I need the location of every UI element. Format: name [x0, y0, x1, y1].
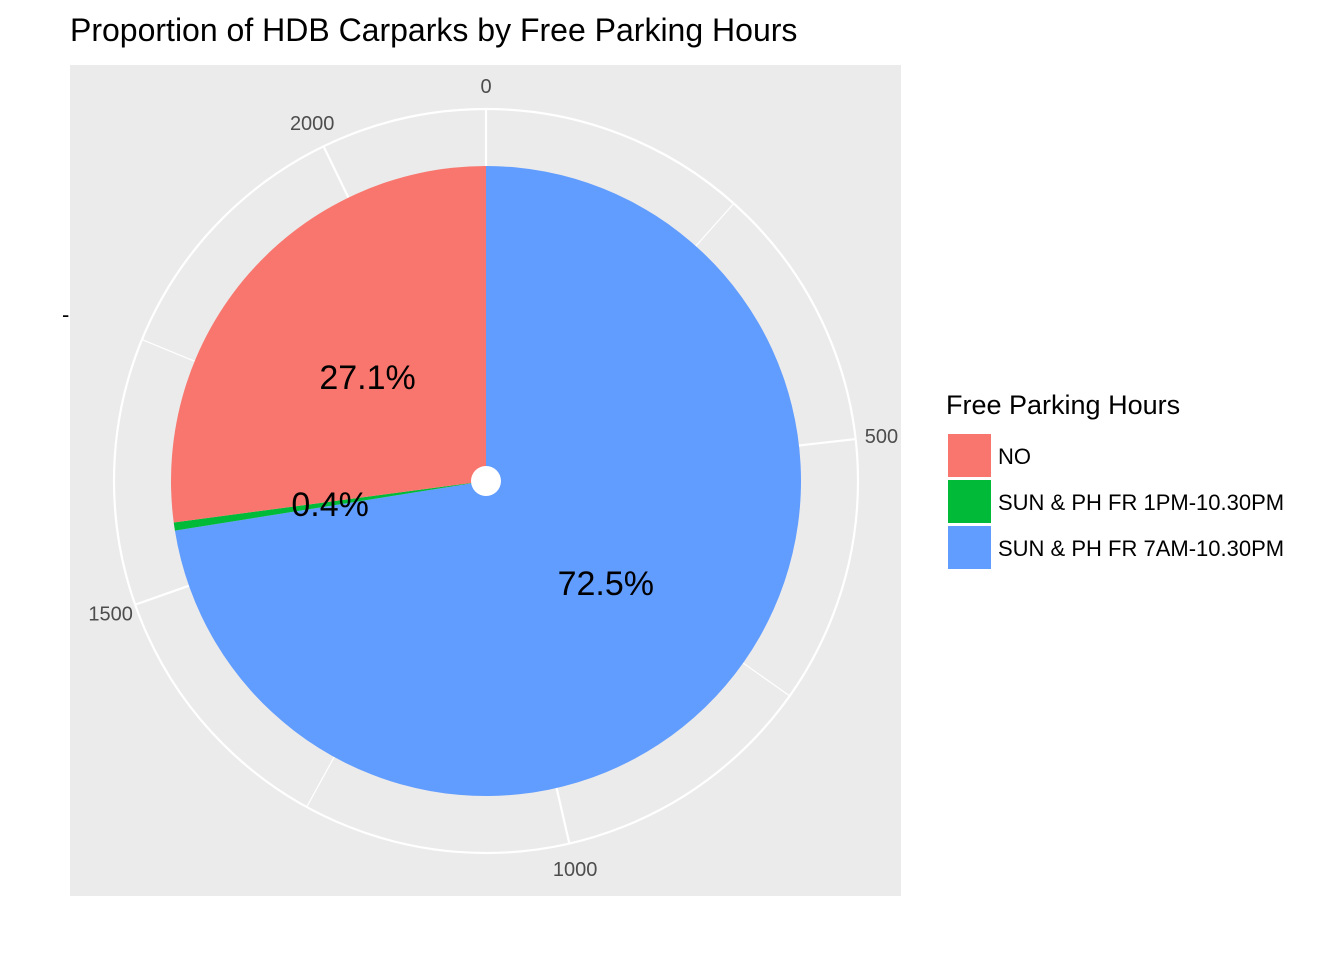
legend-key-0	[948, 434, 991, 477]
legend-label-2: SUN & PH FR 7AM-10.30PM	[998, 536, 1284, 561]
legend-title: Free Parking Hours	[946, 390, 1180, 420]
theta-tick-label-0: 0	[480, 76, 491, 98]
tick-layer: 0 500 1000 1500 2000	[88, 76, 898, 881]
theta-tick-label-3: 1500	[88, 603, 133, 625]
legend-key-2	[948, 526, 991, 569]
legend-key-1	[948, 480, 991, 523]
legend: NO SUN & PH FR 1PM-10.30PM SUN & PH FR 7AM…	[948, 434, 1284, 569]
label-layer: 72.5% 0.4% 27.1%	[291, 359, 654, 603]
theta-tick-label-1: 500	[865, 426, 898, 448]
legend-label-1: SUN & PH FR 1PM-10.30PM	[998, 490, 1284, 515]
theta-tick-label-2: 1000	[553, 859, 598, 881]
chart-title: Proportion of HDB Carparks by Free Parki…	[70, 12, 797, 48]
theta-tick-label-4: 2000	[290, 113, 335, 135]
slice-layer	[171, 166, 801, 797]
pie-label-2: 72.5%	[558, 565, 654, 603]
legend-label-0: NO	[998, 444, 1031, 469]
pie-label-1: 0.4%	[291, 486, 369, 524]
pie-slice-0	[171, 166, 486, 523]
y-axis-tick: -	[62, 302, 69, 327]
pie-center	[471, 466, 501, 496]
pie-label-0: 27.1%	[319, 359, 415, 397]
pie-slice-1	[173, 481, 486, 531]
